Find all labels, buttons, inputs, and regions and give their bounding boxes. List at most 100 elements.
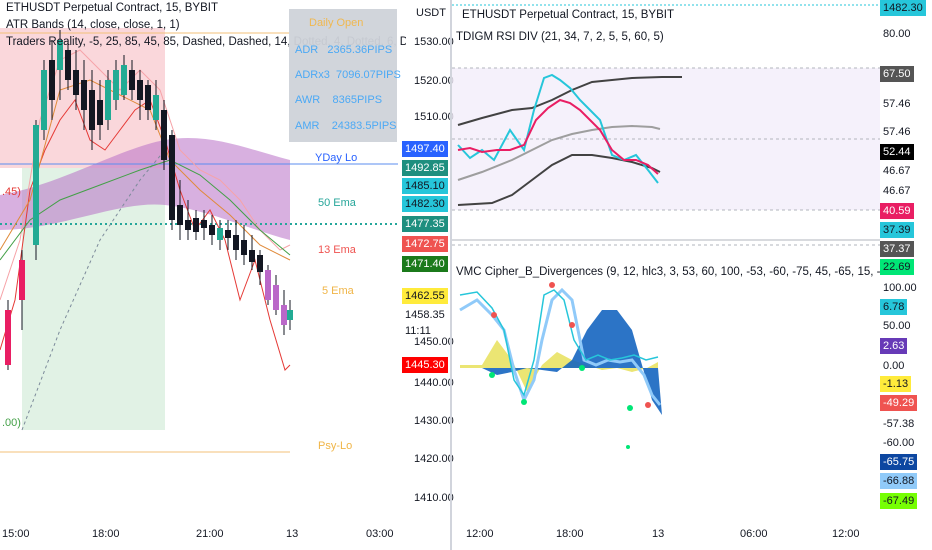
- candle: [145, 85, 151, 110]
- time-axis-label: 12:00: [466, 528, 494, 540]
- main-chart-pane[interactable]: ETHUSDT Perpetual Contract, 15, BYBIT AT…: [0, 0, 454, 550]
- adr-value: 2365.36PIPS: [327, 44, 393, 56]
- time-axis-label: 18:00: [556, 528, 584, 540]
- vmc-axis-tag: 22.69: [880, 259, 914, 275]
- ema50-label: 50 Ema: [318, 197, 356, 209]
- vmc-axis-tag: 100.00: [883, 282, 917, 294]
- price-tag: 1497.40: [402, 141, 448, 157]
- price-axis-label: 1510.00: [414, 111, 454, 123]
- vmc-axis-tag: -65.75: [880, 454, 918, 470]
- rsi-axis-tag: 46.67: [883, 185, 911, 197]
- right-symbol-legend[interactable]: ETHUSDT Perpetual Contract, 15, BYBIT: [462, 9, 674, 21]
- adrx3-value: 7096.07PIPS: [335, 69, 401, 81]
- time-axis-label: 13: [286, 528, 299, 540]
- ema13-label: 13 Ema: [318, 244, 356, 256]
- rsi-axis-tag: 52.44: [880, 144, 914, 160]
- rsi-axis-tag: 37.39: [880, 222, 914, 238]
- vmc-axis-tag: -1.13: [880, 376, 912, 392]
- psy-lo-label: Psy-Lo: [318, 440, 353, 452]
- price-tag: 1445.30: [402, 357, 448, 373]
- amr-row: AMR 24383.5PIPS: [295, 120, 397, 132]
- time-axis-label: 13: [652, 528, 665, 540]
- price-tag: 1471.40: [402, 256, 448, 272]
- candle: [193, 218, 199, 232]
- yday-lo-label: YDay Lo: [315, 152, 358, 164]
- candle: [41, 70, 47, 130]
- candle: [33, 125, 39, 245]
- candle: [19, 260, 25, 300]
- atr-bands-legend[interactable]: ATR Bands (14, close, close, 1, 1): [6, 19, 180, 31]
- rsi-axis-tag: 40.59: [880, 203, 914, 219]
- price-axis-label: 1410.00: [414, 492, 454, 504]
- vmc-axis-tag: 50.00: [883, 320, 911, 332]
- awr-label: AWR: [295, 94, 321, 106]
- price-axis-label: 1440.00: [414, 377, 454, 389]
- amr-label: AMR: [295, 120, 320, 132]
- candle: [209, 225, 215, 235]
- time-axis-label: 12:00: [832, 528, 860, 540]
- edge-tag-upper: .45): [2, 186, 21, 198]
- vmc-axis-tag: 2.63: [880, 338, 908, 354]
- chart-symbol-legend[interactable]: ETHUSDT Perpetual Contract, 15, BYBIT: [6, 2, 218, 14]
- time-axis-label: 06:00: [740, 528, 768, 540]
- adr-label: ADR: [295, 44, 319, 56]
- price-unit-label: USDT: [416, 7, 446, 19]
- vmc-axis-tag: 6.78: [880, 299, 908, 315]
- candle: [73, 70, 79, 95]
- candle: [153, 95, 159, 120]
- vmc-axis-tag: -49.29: [880, 395, 918, 411]
- ema5-label: 5 Ema: [322, 285, 354, 297]
- amr-value: 24383.5PIPS: [331, 120, 397, 132]
- rsi-axis-tag: 57.46: [883, 126, 911, 138]
- vmc-indicator-legend[interactable]: VMC Cipher_B_Divergences (9, 12, hlc3, 3…: [456, 266, 882, 278]
- price-tag: 1462.55: [402, 288, 448, 304]
- pane-divider[interactable]: [450, 0, 452, 550]
- adrx3-row: ADRx3 7096.07PIPS: [295, 69, 401, 81]
- candle: [5, 310, 11, 365]
- candle: [129, 70, 135, 90]
- price-tag: 1492.85: [402, 160, 448, 176]
- edge-tag-lower: .00): [2, 417, 21, 429]
- price-tag: 1485.10: [402, 178, 448, 194]
- rsi-indicator-legend[interactable]: TDIGM RSI DIV (21, 34, 7, 2, 5, 5, 60, 5…: [456, 31, 664, 43]
- time-axis-label: 21:00: [196, 528, 224, 540]
- rsi-axis-tag: 67.50: [880, 66, 914, 82]
- candlesticks: [5, 30, 293, 370]
- awr-value: 8365PIPS: [332, 94, 383, 106]
- time-axis-label: 03:00: [366, 528, 394, 540]
- candle: [121, 65, 127, 95]
- candle: [169, 135, 175, 220]
- candle: [273, 285, 279, 310]
- candle: [97, 100, 103, 125]
- candle: [281, 305, 287, 325]
- vmc-axis-tag: 0.00: [883, 360, 905, 372]
- rsi-axis-tag: 46.67: [883, 165, 911, 177]
- candle: [177, 205, 183, 225]
- candle: [89, 90, 95, 130]
- candle: [185, 220, 191, 230]
- price-tag: 1482.30: [402, 196, 448, 212]
- candle: [105, 80, 111, 120]
- price-axis-label: 1430.00: [414, 415, 454, 427]
- price-chart-canvas[interactable]: [0, 0, 450, 550]
- time-axis-label: 15:00: [2, 528, 30, 540]
- vmc-axis-tag: -60.00: [883, 437, 915, 449]
- vmc-axis-tag: -57.38: [883, 418, 915, 430]
- vmc-axis-tag: -67.49: [880, 493, 918, 509]
- candle: [265, 270, 271, 300]
- vmc-axis-tag: -66.88: [880, 473, 918, 489]
- price-tag: 1477.35: [402, 216, 448, 232]
- awr-row: AWR 8365PIPS: [295, 94, 382, 106]
- candle: [65, 50, 71, 80]
- candle: [225, 230, 231, 238]
- adr-row: ADR 2365.36PIPS: [295, 44, 392, 56]
- price-axis-label: 1520.00: [414, 75, 454, 87]
- candle: [249, 250, 255, 262]
- indicator-pane[interactable]: ETHUSDT Perpetual Contract, 15, BYBIT 14…: [452, 0, 932, 550]
- candle: [201, 220, 207, 228]
- daily-open-title: Daily Open: [309, 17, 364, 29]
- indicator-canvas[interactable]: [452, 0, 932, 550]
- candle: [137, 80, 143, 100]
- price-axis-label: 1420.00: [414, 453, 454, 465]
- candle: [233, 235, 239, 250]
